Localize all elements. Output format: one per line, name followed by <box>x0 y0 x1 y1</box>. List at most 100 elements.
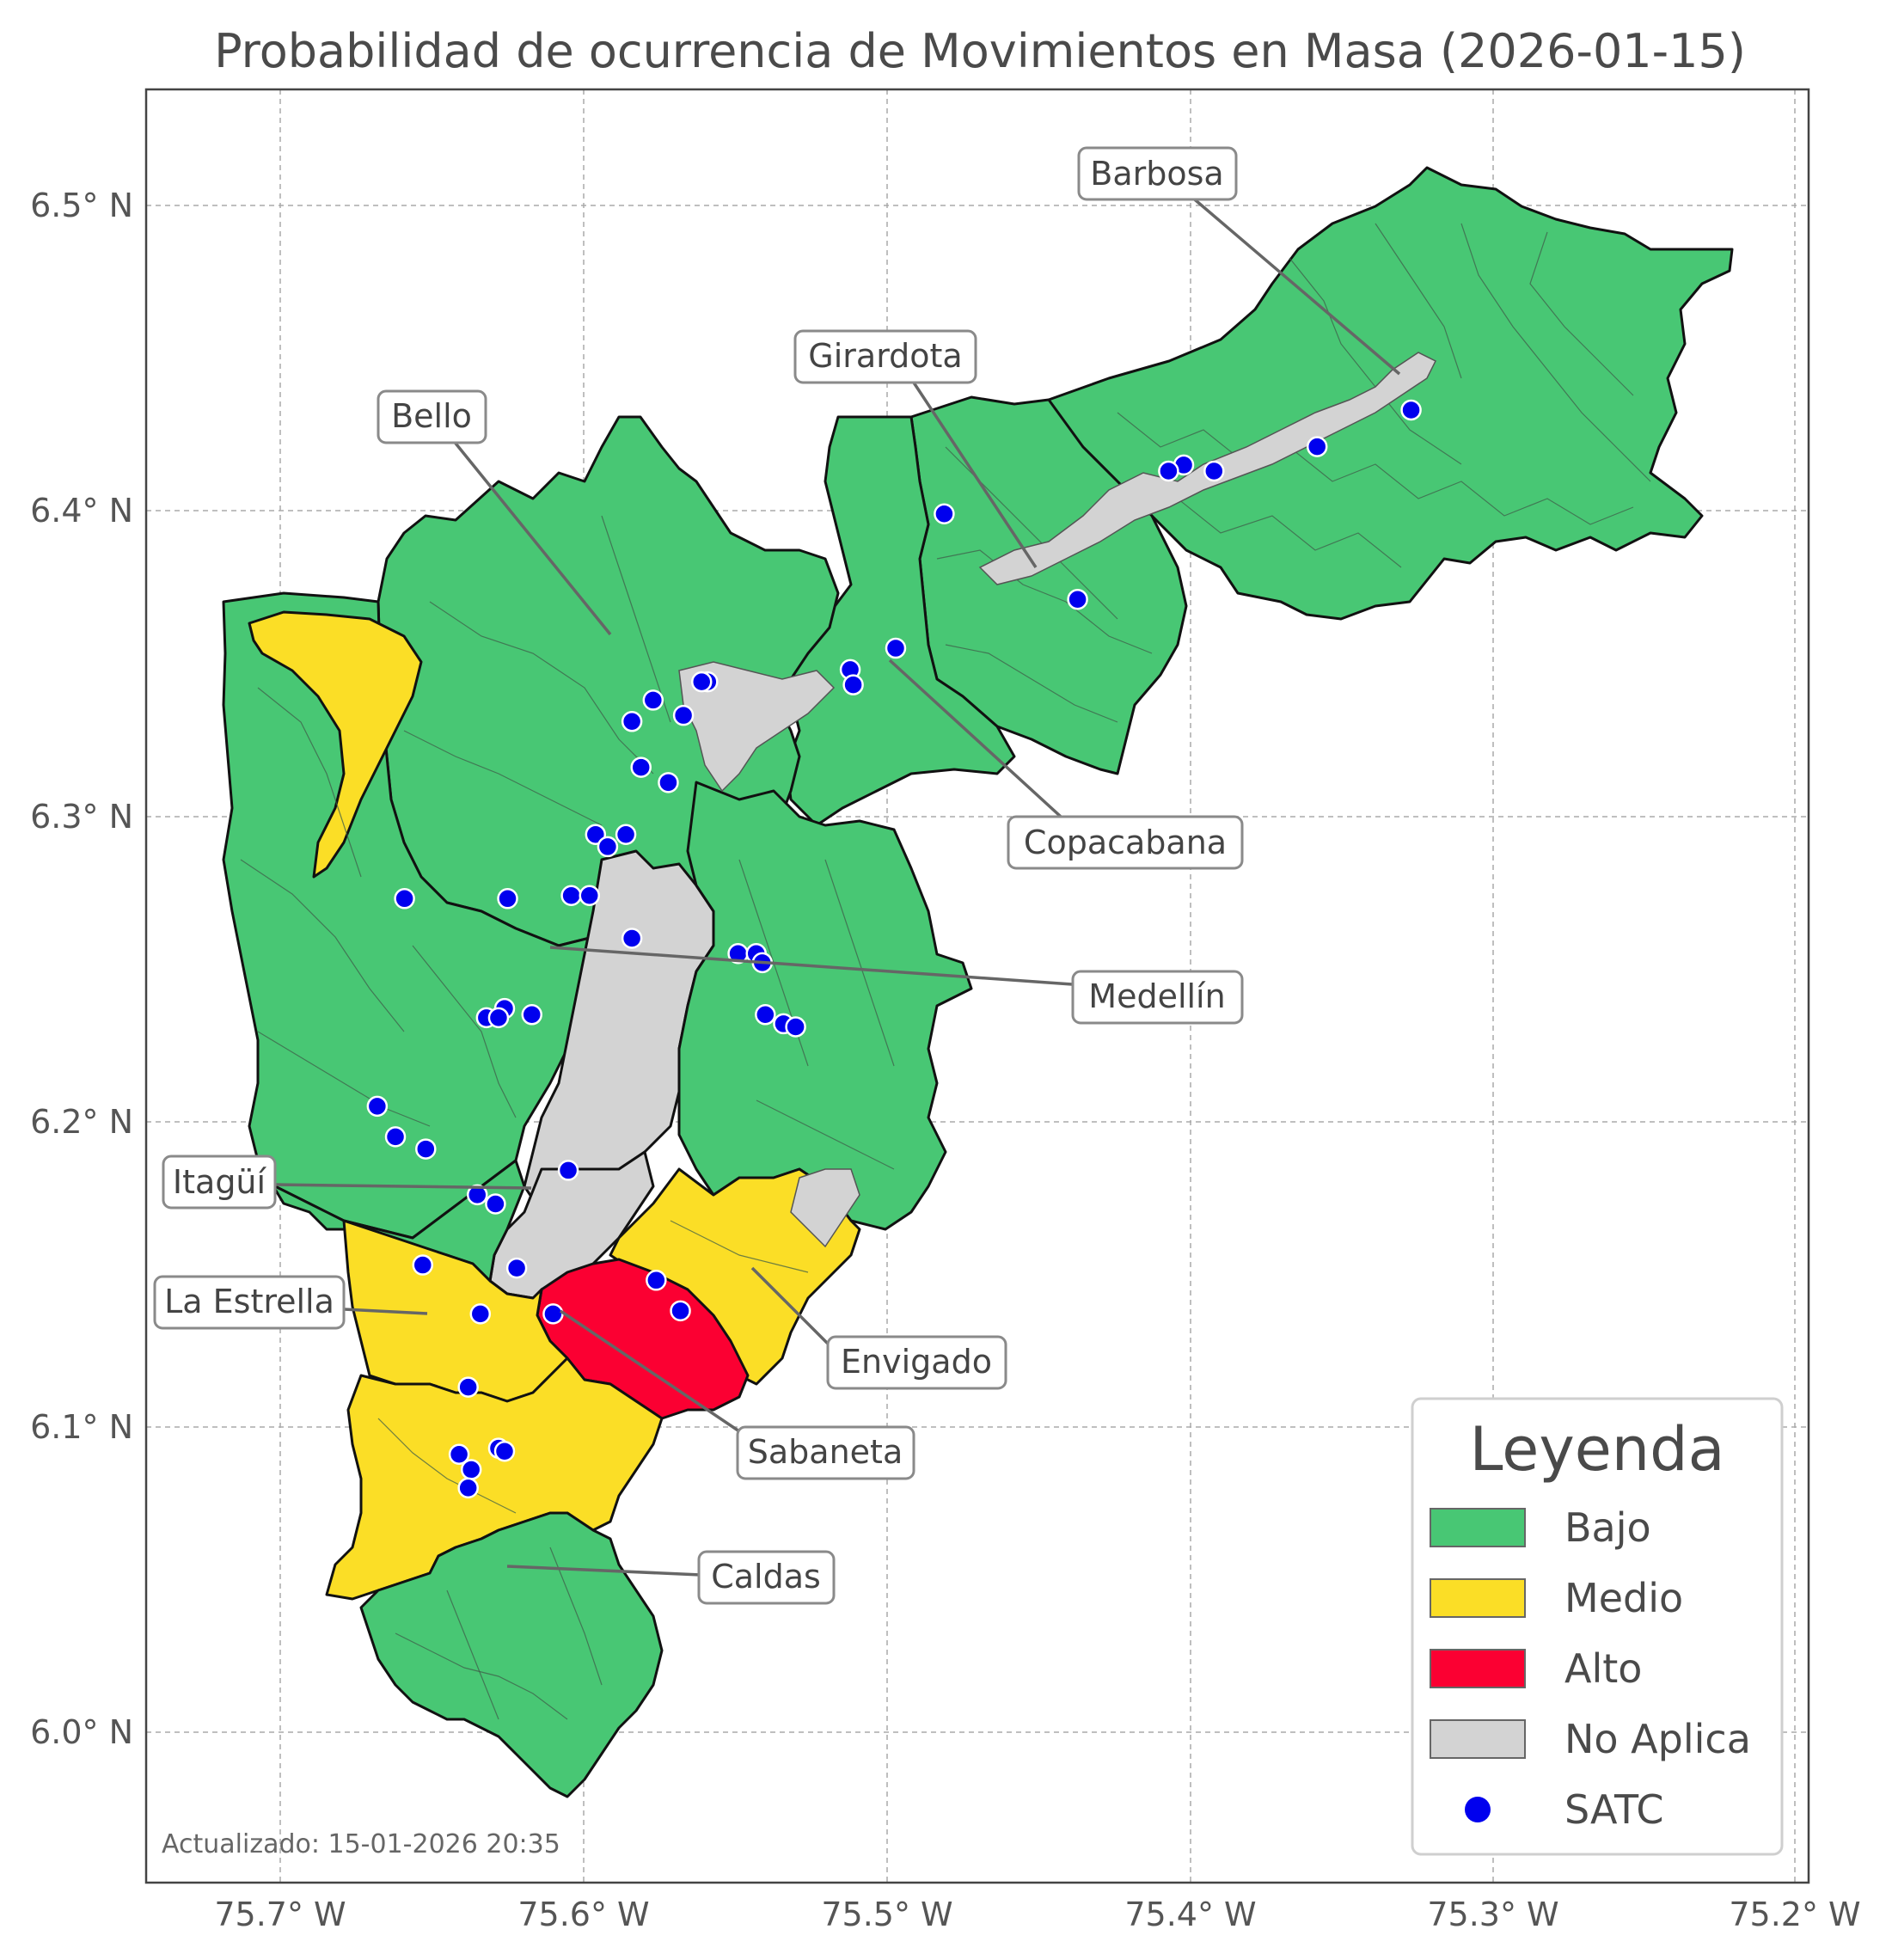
y-axis-ticks: 6.5° N 6.4° N 6.3° N 6.2° N 6.1° N 6.0° … <box>30 187 133 1751</box>
satc-station-marker <box>457 1376 479 1398</box>
callout-girardota: Girardota <box>793 329 977 384</box>
callout-itagui: Itagüí <box>162 1155 277 1210</box>
legend-label: Bajo <box>1564 1504 1651 1551</box>
callout-label: Bello <box>391 397 472 435</box>
satc-station-marker <box>1203 460 1225 482</box>
satc-station-marker <box>1158 460 1179 482</box>
legend-label: SATC <box>1564 1786 1663 1833</box>
callout-caldas: Caldas <box>697 1550 836 1605</box>
satc-station-marker <box>557 1160 579 1181</box>
legend-item-no-aplica: No Aplica <box>1430 1716 1751 1762</box>
y-tick: 6.5° N <box>30 187 133 224</box>
satc-station-marker <box>469 1303 492 1325</box>
legend-item-satc: SATC <box>1465 1786 1663 1833</box>
satc-station-marker <box>460 1459 482 1480</box>
region-medellin-east <box>677 781 973 1231</box>
satc-station-marker <box>621 928 643 949</box>
map-title: Probabilidad de ocurrencia de Movimiento… <box>214 24 1746 78</box>
urban-envigado <box>790 1168 860 1248</box>
satc-station-marker <box>394 888 415 910</box>
satc-station-marker <box>934 503 955 525</box>
x-tick: 75.6° W <box>517 1896 649 1933</box>
satc-station-marker <box>493 1440 516 1462</box>
callout-label: Sabaneta <box>748 1433 903 1471</box>
legend-item-medio: Medio <box>1430 1575 1683 1621</box>
satc-station-marker <box>615 824 637 845</box>
x-tick: 75.7° W <box>214 1896 346 1933</box>
municipality-callouts: Barbosa Girardota Bello Copacabana Medel… <box>153 146 1244 1605</box>
satc-station-marker <box>646 1270 667 1291</box>
legend-item-bajo: Bajo <box>1430 1504 1651 1551</box>
satc-station-marker <box>366 1095 389 1118</box>
y-tick: 6.0° N <box>30 1713 133 1751</box>
callout-la-estrella: La Estrella <box>153 1275 346 1330</box>
satc-station-marker <box>521 1004 542 1026</box>
satc-station-marker <box>630 756 652 778</box>
x-tick: 75.3° W <box>1427 1896 1558 1933</box>
callout-label: Medellín <box>1088 977 1225 1015</box>
legend-item-alto: Alto <box>1430 1645 1642 1692</box>
callout-bello: Bello <box>377 389 487 444</box>
satc-station-marker <box>497 888 518 910</box>
y-tick: 6.4° N <box>30 492 133 530</box>
satc-station-marker <box>560 885 582 907</box>
satc-station-marker <box>842 674 864 695</box>
satc-station-marker <box>542 1303 564 1325</box>
callout-label: La Estrella <box>164 1283 334 1320</box>
region-west-medio <box>248 610 423 879</box>
legend-label: Medio <box>1564 1575 1683 1621</box>
x-tick: 75.4° W <box>1124 1896 1256 1933</box>
satc-station-marker <box>691 671 713 693</box>
legend-label: Alto <box>1564 1645 1642 1692</box>
satc-station-marker <box>467 1184 488 1206</box>
callout-label: Girardota <box>808 337 962 375</box>
satc-station-marker <box>621 711 643 732</box>
callout-leaders <box>274 194 1401 1577</box>
urban-bello-copacabana <box>678 661 836 793</box>
updated-timestamp: Actualizado: 15-01-2026 20:35 <box>162 1829 560 1859</box>
satc-stations <box>366 399 1422 1499</box>
satc-station-marker <box>785 1016 806 1038</box>
plot-frame <box>144 88 1810 1884</box>
x-tick: 75.5° W <box>821 1896 952 1933</box>
satc-station-marker <box>658 772 679 793</box>
y-tick: 6.1° N <box>30 1408 133 1446</box>
legend-title: Leyenda <box>1469 1414 1724 1485</box>
legend: Leyenda Bajo Medio Alto No Aplica SATC <box>1411 1397 1784 1856</box>
satc-station-marker <box>1306 436 1328 457</box>
satc-station-marker <box>755 1004 776 1026</box>
callout-medellin: Medellín <box>1071 970 1244 1025</box>
satc-station-marker <box>670 1300 691 1322</box>
x-tick: 75.2° W <box>1729 1896 1860 1933</box>
x-axis-ticks: 75.7° W 75.6° W 75.5° W 75.4° W 75.3° W … <box>214 1896 1860 1933</box>
legend-label: No Aplica <box>1564 1716 1751 1762</box>
region-itagui-west <box>256 1159 526 1283</box>
satc-station-marker <box>1400 399 1422 421</box>
callout-label: Itagüí <box>173 1163 267 1201</box>
satc-station-marker <box>505 1257 528 1279</box>
callout-sabaneta: Sabaneta <box>736 1425 915 1480</box>
callout-envigado: Envigado <box>826 1335 1007 1390</box>
region-caldas-bajo <box>359 1511 664 1798</box>
satc-station-marker <box>412 1254 434 1276</box>
region-copacabana <box>776 415 1016 827</box>
satc-station-marker <box>597 836 619 858</box>
y-tick: 6.2° N <box>30 1103 133 1141</box>
satc-station-marker <box>1067 588 1088 610</box>
satc-station-marker <box>415 1138 437 1160</box>
callout-label: Caldas <box>711 1558 821 1596</box>
callout-label: Copacabana <box>1024 824 1227 861</box>
callout-label: Barbosa <box>1090 155 1223 193</box>
satc-station-marker <box>485 1193 506 1215</box>
satc-station-marker <box>642 689 664 711</box>
satc-station-marker <box>885 637 907 659</box>
callout-barbosa: Barbosa <box>1077 146 1238 201</box>
satc-station-marker <box>579 885 601 907</box>
callout-label: Envigado <box>841 1343 992 1381</box>
satc-station-marker <box>448 1443 470 1466</box>
satc-station-marker <box>487 1007 510 1029</box>
satc-station-marker <box>457 1477 479 1499</box>
y-tick: 6.3° N <box>30 798 133 836</box>
callout-copacabana: Copacabana <box>1007 815 1244 870</box>
